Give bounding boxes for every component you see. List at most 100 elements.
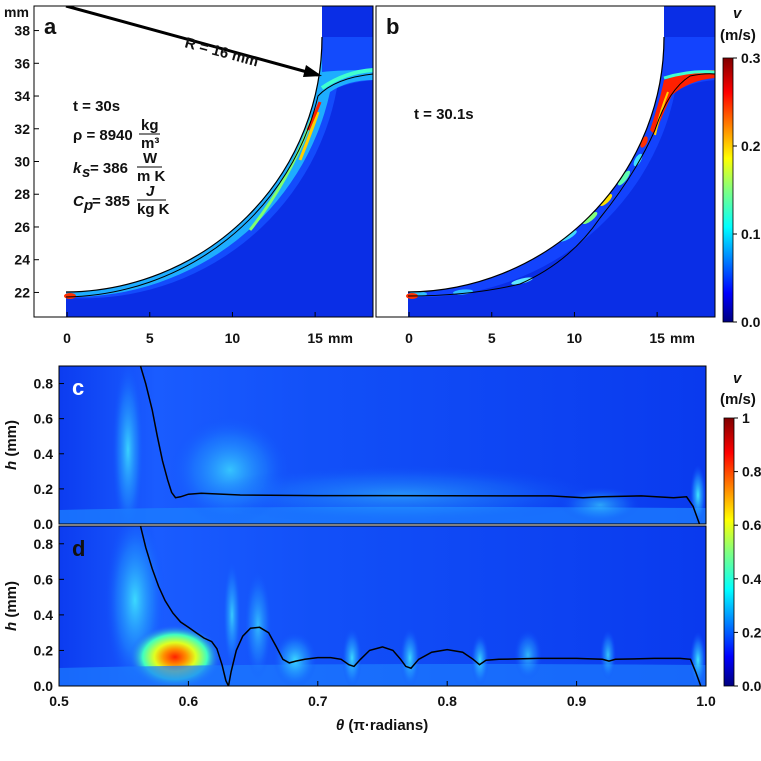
panel-b-cylinder [408,6,664,292]
x-tick-label: 0.7 [308,693,328,709]
panel-c-frame [58,365,707,525]
x-tick-label: 0.6 [179,693,199,709]
panel-a-y-unit: mm [4,4,29,20]
colorbar-tick-label: 0.4 [742,571,761,587]
material-annotations: ρ = 8940 kg m³ k s = 386 W m K C p = 385… [73,117,170,218]
panel-d-frame [58,525,707,687]
panel-c-right-region [560,487,640,523]
panel-a [34,6,373,317]
colorbar-tick-label: 0.3 [741,50,761,66]
panel-b-wall [376,6,408,317]
y-tick-label: 0.4 [34,607,54,623]
panel-a-label: a [44,14,57,39]
conductivity-symbol: k [73,160,82,177]
heatcap-unit-num: J [146,183,155,200]
panel-b-glow [408,37,715,298]
x-axis-label: θ (π·radians) [336,717,428,734]
panel-d-wave-plumes [223,560,706,686]
panel-d-plume [273,632,317,686]
y-tick-label: 0.6 [34,571,54,587]
panel-c [59,366,706,524]
panel-a-surface [65,36,323,293]
panel-d-plume [600,630,616,680]
colorbar-tick-label: 0.2 [741,138,761,154]
y-tick-label: 34 [14,88,30,104]
x-tick-label: 10 [567,330,583,346]
density-unit-num: kg [141,117,159,134]
x-tick-label: 0.8 [437,693,457,709]
conductivity-value: = 386 [90,160,128,177]
panel-d-plume [400,628,420,686]
panel-d-ylabel-var: h [3,622,20,631]
y-tick-label: 32 [14,121,30,137]
panel-d-plume [342,628,362,686]
y-tick-label: 0.0 [34,516,54,532]
y-tick-label: 0.6 [34,411,54,427]
panel-a-streak-red [306,101,322,131]
colorbar-tick-label: 1 [742,410,750,426]
colorbar-cd: v (m/s) 1 0.8 0.6 0.4 0.2 0.0 [720,370,761,694]
panel-b-frame [375,5,716,318]
panel-c-low-region [200,465,600,524]
panel-d-plume [223,560,241,670]
y-tick-label: 0.4 [34,446,54,462]
panel-b [376,6,715,317]
x-tick-label: 10 [225,330,241,346]
colorbar-ab-ticks: 0.3 0.2 0.1 0.0 [733,50,761,330]
x-axis-label-var: θ [336,717,345,734]
panel-a-radius-arrow [65,6,319,77]
panel-a-y-axis: 22 24 26 28 30 32 34 36 38 [14,23,39,300]
panel-b-cap [663,70,715,80]
conductivity-subscript: s [82,164,90,181]
x-axis-label-unit: (π·radians) [348,717,428,734]
y-tick-label: 0.2 [34,481,54,497]
panel-a-cylinder [66,6,322,292]
colorbar-ab-var: v [733,5,743,22]
x-tick-label: 0 [405,330,413,346]
panel-b-streak [617,170,631,186]
time-label-a: t = 30s [73,98,120,115]
density-label: ρ = 8940 [73,127,133,144]
panel-c-ylabel-var: h [3,461,20,470]
x-tick-label: 0.9 [567,693,587,709]
panel-b-hot-edge [654,91,669,136]
panel-d-ylabel-unit: (mm) [3,581,20,618]
density-unit-den: m³ [141,135,159,152]
panel-b-x-unit: mm [670,330,695,346]
panel-b-surface [407,36,665,293]
panel-d-ylabel: h (mm) [3,581,20,631]
x-tick-label: 15 [649,330,665,346]
panel-c-edge-jet [690,465,706,524]
panel-d-film-line [139,526,702,686]
panel-b-hot-region [650,70,715,135]
panel-b-streak [599,194,613,206]
panel-a-streak-yellow [298,111,320,161]
panel-b-label: b [386,14,399,39]
y-tick-label: 24 [14,252,30,268]
y-tick-label: 30 [14,154,30,170]
panel-a-cap [320,68,373,90]
panel-b-interface [407,73,715,297]
x-tick-label: 15 [307,330,323,346]
panel-a-wall [34,6,66,317]
y-tick-label: 0.8 [34,376,54,392]
colorbar-cd-gradient [723,417,735,687]
panel-a-arrowhead [303,65,322,77]
panel-d-label: d [72,536,85,561]
panel-d-film-band [59,664,706,686]
x-tick-label: 0.5 [49,693,69,709]
y-tick-label: 0.8 [34,536,54,552]
panel-c-label: c [72,375,84,400]
panel-b-streak [633,153,643,167]
panel-d-plume [471,634,489,686]
x-tick-label: 0 [63,330,71,346]
panel-c-y-axis: 0.0 0.2 0.4 0.6 0.8 [34,376,64,532]
colorbar-ab-unit: (m/s) [720,27,756,44]
panel-b-x-axis: 0 5 10 15 [405,312,665,346]
y-tick-label: 36 [14,55,30,71]
panel-d-plume [244,570,272,680]
y-tick-label: 28 [14,186,30,202]
panel-c-ylabel-unit: (mm) [3,420,20,457]
panel-d-y-axis: 0.0 0.2 0.4 0.6 0.8 [34,536,64,694]
